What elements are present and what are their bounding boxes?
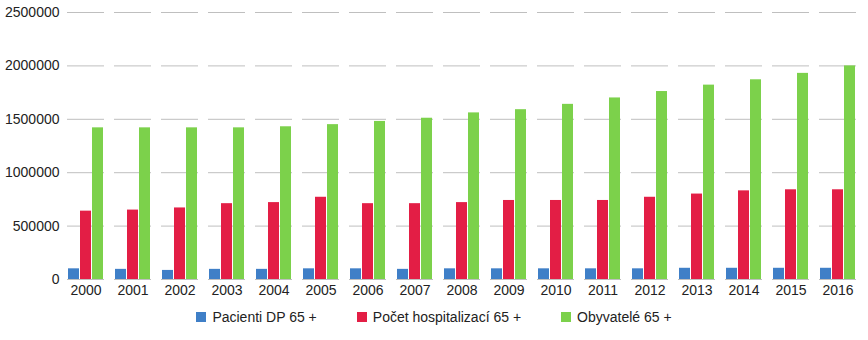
svg-text:2008: 2008: [446, 282, 477, 298]
svg-text:2000: 2000: [70, 282, 101, 298]
html-text:Obyvatelé 65 +: Obyvatelé 65 +: [577, 309, 672, 325]
svg-text:2009: 2009: [493, 282, 524, 298]
svg-text:2011: 2011: [588, 282, 618, 298]
svg-text:500000: 500000: [13, 218, 60, 234]
svg-text:2012: 2012: [634, 282, 665, 298]
svg-text:2003: 2003: [211, 282, 242, 298]
svg-text:2004: 2004: [258, 282, 289, 298]
svg-text:2007: 2007: [399, 282, 430, 298]
svg-text:0: 0: [52, 271, 60, 287]
svg-text:2010: 2010: [540, 282, 571, 298]
svg-text:2006: 2006: [352, 282, 383, 298]
html-text:Počet hospitalizací 65 +: Počet hospitalizací 65 +: [372, 309, 522, 325]
svg-text:2013: 2013: [681, 282, 712, 298]
svg-text:2500000: 2500000: [5, 4, 60, 20]
svg-text:2014: 2014: [728, 282, 759, 298]
html-text:Pacienti DP 65 +: Pacienti DP 65 +: [212, 309, 317, 325]
svg-text:2005: 2005: [305, 282, 336, 298]
svg-text:2015: 2015: [775, 282, 806, 298]
svg-text:2002: 2002: [164, 282, 195, 298]
svg-text:2016: 2016: [822, 282, 853, 298]
svg-text:2001: 2001: [117, 282, 148, 298]
svg-text:1000000: 1000000: [5, 164, 60, 180]
svg-text:1500000: 1500000: [5, 111, 60, 127]
svg-text:2000000: 2000000: [5, 57, 60, 73]
